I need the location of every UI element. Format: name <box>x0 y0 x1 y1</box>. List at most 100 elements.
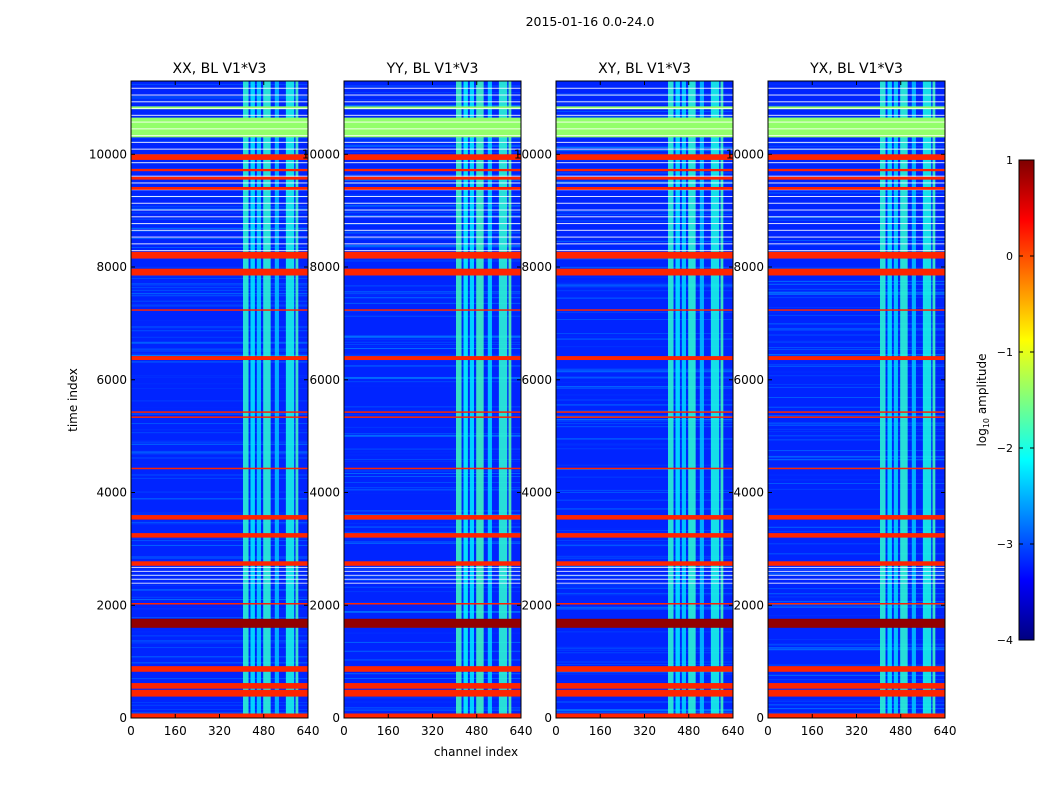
noise-line <box>344 355 521 357</box>
noise-line <box>131 704 308 706</box>
noise-line <box>768 192 945 194</box>
gap-line <box>131 141 308 143</box>
gap-line <box>344 135 521 137</box>
gap-line <box>344 141 521 143</box>
noise-line <box>131 212 308 214</box>
flagged-time-band <box>768 467 945 470</box>
noise-line <box>131 218 308 220</box>
noise-line <box>131 304 308 306</box>
noise-line <box>344 291 521 293</box>
panel-title: XX, BL V1*V3 <box>173 61 267 77</box>
noise-line <box>344 492 521 494</box>
noise-line <box>768 584 945 586</box>
flagged-time-band <box>556 268 733 276</box>
noise-line <box>768 265 945 267</box>
noise-line <box>556 291 733 293</box>
gap-line <box>768 135 945 137</box>
noise-line <box>768 354 945 356</box>
gap-line <box>768 582 945 584</box>
noise-line <box>556 387 733 389</box>
noise-line <box>344 294 521 296</box>
noise-line <box>556 276 733 278</box>
gap-line <box>556 570 733 572</box>
noise-line <box>131 348 308 350</box>
gap-line <box>556 250 733 252</box>
gap-line <box>556 175 733 177</box>
noise-line <box>344 591 521 593</box>
flagged-time-band <box>768 186 945 190</box>
noise-line <box>131 289 308 291</box>
noise-line <box>556 211 733 213</box>
flagged-time-band <box>131 689 308 697</box>
noise-line <box>556 508 733 510</box>
noise-line <box>556 282 733 284</box>
noise-line <box>768 307 945 309</box>
noise-line <box>768 334 945 336</box>
noise-line <box>131 327 308 329</box>
noise-line <box>344 91 521 93</box>
rfi-channel-band <box>469 81 474 718</box>
noise-line <box>768 239 945 241</box>
noise-line <box>556 448 733 450</box>
saturated-time-band <box>768 106 945 110</box>
noise-line <box>768 347 945 349</box>
x-tick-label: 480 <box>465 724 488 738</box>
noise-line <box>556 711 733 713</box>
flagged-time-band <box>344 467 521 470</box>
noise-line <box>556 103 733 105</box>
noise-line <box>556 701 733 703</box>
noise-line <box>768 103 945 105</box>
gap-line <box>344 236 521 238</box>
noise-line <box>556 680 733 682</box>
noise-line <box>344 258 521 260</box>
noise-line <box>344 215 521 217</box>
noise-line <box>768 100 945 102</box>
noise-line <box>768 459 945 461</box>
noise-line <box>131 450 308 452</box>
noise-line <box>768 593 945 595</box>
noise-line <box>344 238 521 240</box>
gap-line <box>556 182 733 184</box>
gap-line <box>131 209 308 211</box>
noise-line <box>131 556 308 558</box>
noise-line <box>556 371 733 373</box>
gap-line <box>344 578 521 580</box>
flagged-time-band <box>556 251 733 259</box>
flagged-time-band <box>344 683 521 689</box>
noise-line <box>131 375 308 377</box>
gap-line <box>556 243 733 245</box>
noise-line <box>131 498 308 500</box>
noise-line <box>556 423 733 425</box>
noise-line <box>344 673 521 675</box>
noise-line <box>556 376 733 378</box>
gap-line <box>768 121 945 123</box>
flagged-time-band <box>556 666 733 672</box>
x-tick-label: 480 <box>889 724 912 738</box>
gap-line <box>131 195 308 197</box>
noise-line <box>344 510 521 512</box>
noise-line <box>131 522 308 524</box>
noise-line <box>768 572 945 574</box>
colorbar-label-sub: 10 <box>982 418 991 428</box>
noise-line <box>131 295 308 297</box>
flagged-time-band <box>131 411 308 413</box>
noise-line <box>768 296 945 298</box>
noise-line <box>556 153 733 155</box>
noise-line <box>344 481 521 483</box>
flagged-time-band <box>344 603 521 605</box>
gap-line <box>768 108 945 110</box>
flagged-time-band <box>131 666 308 672</box>
noise-line <box>768 513 945 515</box>
noise-line <box>344 426 521 428</box>
noise-line <box>344 458 521 460</box>
noise-line <box>344 150 521 152</box>
gap-line <box>344 223 521 225</box>
noise-line <box>768 396 945 398</box>
noise-line <box>131 451 308 453</box>
gap-line <box>768 94 945 96</box>
gap-line <box>131 114 308 116</box>
noise-line <box>344 292 521 294</box>
gap-line <box>556 141 733 143</box>
gap-line <box>344 94 521 96</box>
x-axis-label: channel index <box>434 745 518 759</box>
